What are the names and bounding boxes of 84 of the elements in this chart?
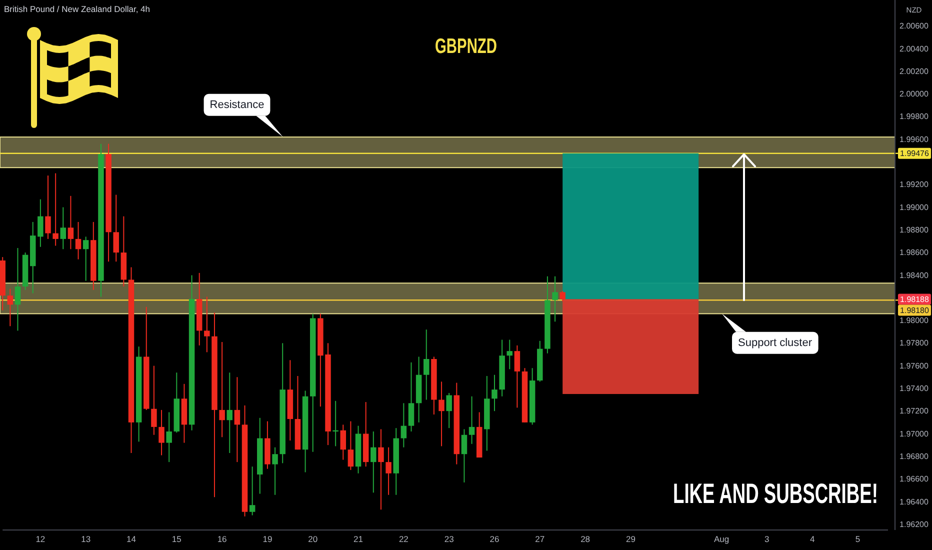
x-tick-label: 22 [398, 534, 409, 544]
candlestick [52, 172, 58, 246]
text: British Pound / New Zealand Dollar, 4h [4, 4, 150, 14]
candlestick [560, 290, 566, 302]
candlestick [204, 296, 210, 353]
y-tick-label: 1.97000 [900, 429, 930, 438]
candlestick [45, 175, 51, 240]
candlestick [151, 365, 157, 436]
x-tick-label: 26 [490, 534, 500, 544]
candlestick [332, 400, 338, 447]
x-tick-label: 21 [354, 534, 364, 544]
candlestick [386, 446, 392, 496]
y-tick-label: 1.99600 [900, 134, 930, 144]
y-tick-label: 1.96600 [900, 474, 930, 484]
candlestick [226, 372, 232, 454]
candlestick [461, 428, 468, 483]
candlestick [113, 194, 119, 262]
candlestick [400, 402, 407, 448]
band-label: Resistance [210, 98, 264, 111]
candlestick [408, 362, 414, 432]
x-tick-label: 16 [217, 534, 228, 544]
candlestick [219, 342, 225, 438]
candlestick [446, 392, 452, 429]
y-tick-label: 1.98000 [900, 316, 930, 326]
ref-line-label: 1.99476 [900, 149, 930, 158]
candlestick [60, 206, 66, 250]
annotation: 1.98188 [900, 295, 930, 304]
candlestick [166, 412, 172, 463]
candlestick [68, 195, 74, 250]
x-tick-label: 20 [308, 534, 318, 544]
candlestick [82, 236, 89, 282]
x-tick-label: 13 [81, 534, 91, 544]
candlestick [158, 409, 164, 456]
x-tick-label: Aug [714, 534, 730, 544]
x-tick-label: 3 [764, 534, 770, 544]
annotation: LIKE AND SUBSCRIBE! [673, 479, 878, 510]
x-tick-label: 28 [580, 534, 590, 544]
y-tick-label: 1.99000 [900, 202, 930, 212]
y-tick-label: 2.00400 [900, 44, 930, 54]
y-tick-label: 1.97600 [900, 361, 930, 370]
candlestick [514, 344, 520, 408]
candlestick [38, 198, 44, 248]
candlestick [340, 424, 346, 460]
x-tick-label: 19 [262, 534, 272, 544]
candlestick [272, 446, 278, 496]
y-tick-label: 2.00000 [900, 90, 930, 99]
candlestick [234, 376, 240, 463]
y-tick-label: 1.96400 [900, 497, 930, 506]
text: GBPNZD [435, 34, 497, 58]
y-tick-label: 1.99200 [900, 180, 930, 190]
y-tick-label: 2.00200 [900, 66, 930, 76]
candlestick [249, 466, 256, 516]
y-tick-label: 1.96200 [900, 520, 930, 529]
candlestick [75, 221, 82, 260]
y-tick-label: 2.00600 [900, 22, 930, 31]
candlestick [492, 374, 498, 412]
candlestick [370, 430, 376, 494]
band-label: Support cluster [738, 336, 812, 349]
candlestick [438, 381, 444, 447]
ref-line-label: 1.98180 [900, 306, 930, 315]
candlestick [506, 339, 512, 370]
x-tick-label: 5 [855, 534, 860, 544]
y-tick-label: 1.97200 [900, 406, 930, 416]
x-tick-label: 23 [444, 534, 454, 544]
y-tick-label: 1.97400 [900, 384, 930, 393]
y-tick-label: 1.97800 [900, 338, 930, 348]
x-tick-label: 12 [36, 534, 46, 544]
x-tick-label: 14 [126, 534, 136, 544]
y-tick-label: 1.98800 [900, 225, 930, 234]
candlestick [14, 248, 21, 332]
x-tick-label: 29 [626, 534, 636, 544]
x-tick-label: 4 [810, 534, 815, 544]
x-tick-label: 27 [535, 534, 545, 544]
candlestick [378, 428, 384, 510]
candlestick [348, 420, 354, 470]
y-tick-label: 1.96800 [900, 452, 930, 461]
candlestick [7, 288, 14, 327]
y-tick-label: 1.98400 [900, 270, 930, 280]
y-tick-label: 1.98600 [900, 248, 930, 258]
candlestick [552, 276, 558, 322]
candlestick [468, 396, 475, 444]
x-tick-label: 15 [172, 534, 182, 544]
y-tick-label: 1.99800 [900, 112, 930, 122]
candlestick [424, 329, 430, 400]
